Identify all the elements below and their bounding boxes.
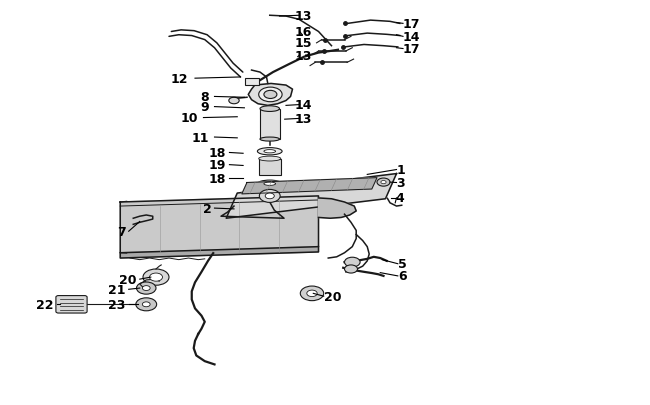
Text: 18: 18 — [209, 173, 226, 185]
Circle shape — [150, 273, 162, 281]
Text: 17: 17 — [403, 18, 421, 31]
Text: 17: 17 — [403, 43, 421, 56]
Circle shape — [259, 190, 280, 203]
Text: 22: 22 — [36, 298, 53, 311]
Polygon shape — [318, 198, 356, 219]
Text: 6: 6 — [398, 270, 406, 283]
Text: 3: 3 — [396, 177, 405, 190]
Circle shape — [136, 282, 156, 294]
FancyBboxPatch shape — [56, 296, 87, 313]
Bar — [259, 159, 281, 175]
Polygon shape — [226, 174, 396, 219]
Circle shape — [381, 181, 386, 184]
Ellipse shape — [260, 107, 280, 112]
Text: 12: 12 — [171, 72, 188, 85]
Ellipse shape — [257, 181, 282, 188]
Circle shape — [259, 88, 282, 102]
Text: 11: 11 — [192, 131, 209, 144]
Text: 18: 18 — [209, 147, 226, 160]
Circle shape — [142, 302, 150, 307]
Text: 20: 20 — [119, 273, 136, 286]
Polygon shape — [248, 84, 292, 106]
Text: 10: 10 — [181, 112, 198, 125]
Text: 7: 7 — [117, 225, 125, 238]
Ellipse shape — [259, 157, 281, 162]
Text: 15: 15 — [294, 37, 312, 50]
Ellipse shape — [260, 138, 280, 142]
Bar — [245, 79, 259, 86]
Polygon shape — [242, 178, 377, 194]
Text: 8: 8 — [201, 91, 209, 104]
Text: 23: 23 — [108, 298, 125, 311]
Text: 14: 14 — [403, 31, 421, 44]
Text: 16: 16 — [294, 26, 312, 39]
Polygon shape — [120, 247, 318, 258]
Text: 5: 5 — [398, 258, 406, 271]
Circle shape — [344, 265, 358, 273]
Text: 14: 14 — [294, 99, 312, 112]
Text: 4: 4 — [395, 192, 404, 205]
Polygon shape — [120, 196, 318, 253]
Bar — [260, 109, 280, 140]
Ellipse shape — [264, 150, 276, 153]
Text: 1: 1 — [396, 164, 405, 177]
Text: 13: 13 — [294, 49, 312, 62]
Text: 20: 20 — [324, 290, 341, 303]
Circle shape — [265, 194, 274, 199]
Circle shape — [344, 258, 360, 267]
Ellipse shape — [264, 183, 276, 186]
Circle shape — [300, 286, 324, 301]
Text: 9: 9 — [201, 101, 209, 114]
Text: 2: 2 — [203, 202, 211, 215]
Circle shape — [229, 98, 239, 104]
Text: 13: 13 — [294, 10, 312, 23]
Circle shape — [264, 91, 277, 99]
Circle shape — [136, 298, 157, 311]
Circle shape — [377, 179, 390, 187]
Text: 19: 19 — [209, 159, 226, 172]
Text: 13: 13 — [294, 113, 312, 126]
Circle shape — [142, 286, 150, 291]
Ellipse shape — [257, 148, 282, 156]
Circle shape — [143, 269, 169, 286]
Circle shape — [307, 290, 317, 297]
Text: 21: 21 — [108, 283, 125, 296]
